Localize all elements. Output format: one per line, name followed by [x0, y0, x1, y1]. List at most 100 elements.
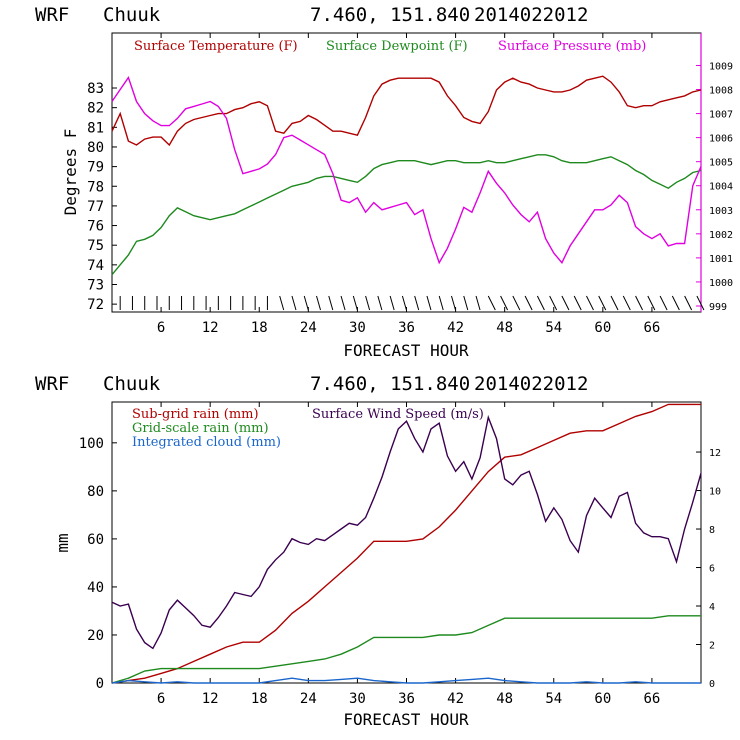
- bottom-coords-label: 7.460, 151.840: [310, 373, 470, 395]
- x-tick-label: 30: [349, 691, 366, 707]
- y2-tick-label: 999: [709, 302, 727, 313]
- x-tick-label: 48: [496, 691, 513, 707]
- y-tick-label: 81: [87, 120, 104, 136]
- wind-barb: [291, 295, 297, 311]
- y-tick-label: 76: [87, 219, 104, 235]
- wind-barb: [389, 295, 395, 311]
- x-tick-label: 66: [643, 320, 660, 336]
- wind-barb: [303, 295, 309, 311]
- y2-tick-label: 6: [709, 564, 715, 575]
- y2-tick-label: 12: [709, 448, 721, 459]
- bottom-model-label: WRF: [35, 373, 69, 395]
- wind-barb: [524, 295, 533, 311]
- top-x-axis-label: FORECAST HOUR: [343, 341, 469, 360]
- x-tick-label: 48: [496, 320, 513, 336]
- bottom-init-label: 2014022012: [474, 373, 588, 395]
- legend-integrated-cloud: Integrated cloud (mm): [132, 435, 281, 450]
- y2-tick-label: 1004: [709, 182, 733, 193]
- y-tick-label: 78: [87, 179, 104, 195]
- top-y-axis-label: Degrees F: [61, 129, 80, 216]
- y-tick-label: 80: [87, 140, 104, 156]
- bottom-x-ticks: 6 12 18 24 30 36 42 48 54 60 66: [157, 402, 660, 707]
- wind-barb: [659, 295, 668, 311]
- y-tick-label: 82: [87, 101, 104, 117]
- series-subgrid-rain: [111, 403, 701, 684]
- top-coords-label: 7.460, 151.840: [310, 4, 470, 26]
- wind-barb: [316, 295, 321, 311]
- x-tick-label: 24: [300, 320, 317, 336]
- y-tick-label: 20: [87, 628, 104, 644]
- wind-barb: [549, 295, 558, 311]
- legend-surface-pressure: Surface Pressure (mb): [498, 39, 646, 54]
- wind-barb: [573, 295, 582, 311]
- wind-barb: [684, 295, 693, 311]
- wind-barb: [377, 295, 383, 311]
- wind-barb: [438, 295, 444, 311]
- wind-barb: [500, 295, 509, 311]
- x-tick-label: 18: [251, 320, 268, 336]
- series-surface-dewpoint: [111, 154, 702, 276]
- x-tick-label: 42: [447, 320, 464, 336]
- x-tick-label: 18: [251, 691, 268, 707]
- wind-barb: [598, 295, 607, 311]
- wind-barb: [671, 295, 680, 311]
- wind-barb: [512, 295, 521, 311]
- x-tick-label: 60: [594, 320, 611, 336]
- wind-barbs: [119, 295, 705, 311]
- x-tick-label: 6: [157, 320, 165, 336]
- y-tick-label: 40: [87, 580, 104, 596]
- wind-barb: [622, 295, 631, 311]
- x-tick-label: 54: [545, 320, 562, 336]
- y2-tick-label: 2: [709, 641, 715, 652]
- top-station-label: Chuuk: [103, 4, 161, 26]
- y-tick-label: 83: [87, 81, 104, 97]
- wind-barb: [561, 295, 570, 311]
- wind-barb: [635, 295, 644, 311]
- wind-barb: [340, 295, 346, 311]
- y2-tick-label: 8: [709, 525, 715, 536]
- wind-barb: [365, 295, 371, 311]
- bottom-y2-ticks: 0 2 4 6 8 10 12: [696, 448, 721, 690]
- y-tick-label: 73: [87, 277, 104, 293]
- wind-barb: [647, 295, 656, 311]
- top-init-label: 2014022012: [474, 4, 588, 26]
- y-tick-label: 60: [87, 532, 104, 548]
- y2-tick-label: 1001: [709, 254, 733, 265]
- bottom-panel: WRF Chuuk 7.460, 151.840 2014022012 6 12 1…: [35, 373, 721, 729]
- y2-tick-label: 1003: [709, 206, 733, 217]
- bottom-station-label: Chuuk: [103, 373, 161, 395]
- wind-barb: [414, 295, 420, 311]
- y2-tick-label: 1006: [709, 134, 733, 145]
- x-tick-label: 12: [202, 691, 219, 707]
- y-tick-label: 0: [96, 676, 104, 692]
- wind-barb: [451, 295, 456, 311]
- x-tick-label: 54: [545, 691, 562, 707]
- x-tick-label: 12: [202, 320, 219, 336]
- x-tick-label: 36: [398, 691, 415, 707]
- y2-tick-label: 1008: [709, 86, 733, 97]
- y2-tick-label: 1007: [709, 110, 733, 121]
- wind-barb: [487, 295, 496, 311]
- x-tick-label: 36: [398, 320, 415, 336]
- x-tick-label: 24: [300, 691, 317, 707]
- y-tick-label: 74: [87, 258, 104, 274]
- x-tick-label: 42: [447, 691, 464, 707]
- y2-tick-label: 1000: [709, 278, 733, 289]
- x-tick-label: 30: [349, 320, 366, 336]
- legend-gridscale-rain: Grid-scale rain (mm): [132, 421, 269, 436]
- top-y-ticks: 72 73 74 75 76 77 78 79 80 81 82 83: [87, 81, 117, 313]
- wind-barb: [475, 295, 481, 311]
- top-y2-ticks: 999 1000 1001 1002 1003 1004 1005 1006 1007 1008 1…: [696, 61, 733, 313]
- wind-barb: [463, 295, 469, 311]
- top-model-label: WRF: [35, 4, 69, 26]
- y-tick-label: 75: [87, 238, 104, 254]
- wind-barb: [536, 295, 545, 311]
- series-integrated-cloud: [111, 677, 701, 684]
- top-x-ticks: 6 12 18 24 30 36 42 48 54 60 66: [157, 33, 660, 336]
- top-plot-frame: [111, 32, 702, 313]
- wind-barb: [401, 295, 407, 311]
- legend-surface-dewpoint: Surface Dewpoint (F): [326, 39, 468, 54]
- wind-barb: [610, 295, 619, 311]
- y2-tick-label: 10: [709, 487, 721, 498]
